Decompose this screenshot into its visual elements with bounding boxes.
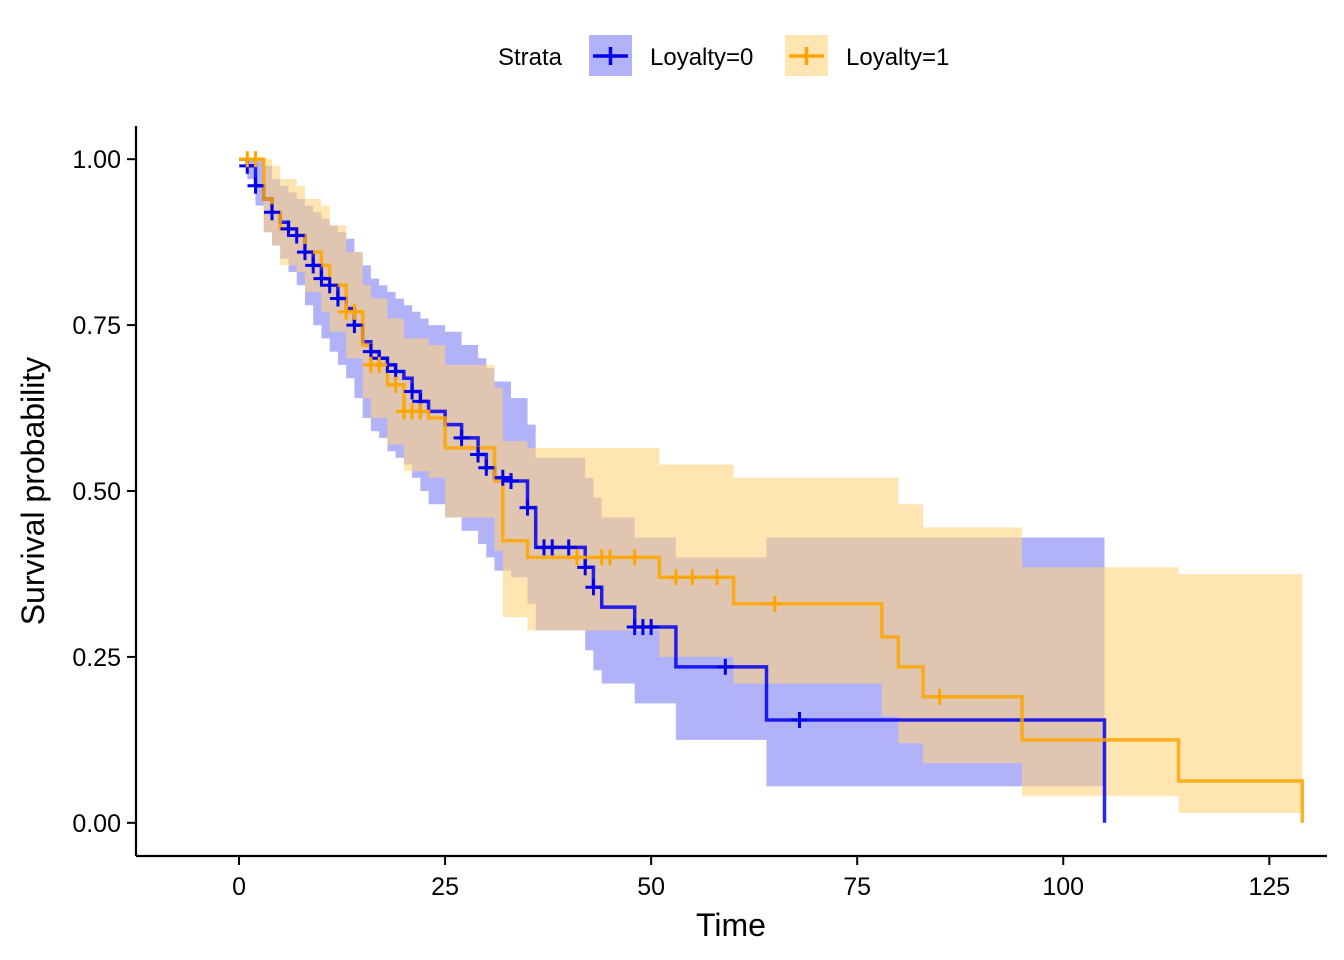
confidence-band-loyalty-1 xyxy=(239,159,1303,813)
y-axis-ticks: 0.00 0.25 0.50 0.75 1.00 xyxy=(72,146,136,838)
x-axis-ticks: 0 25 50 75 100 125 xyxy=(232,856,1290,901)
x-axis-title: Time xyxy=(696,907,766,943)
censor-mark-loyalty-1 xyxy=(247,151,264,168)
y-tick-label: 0.75 xyxy=(72,312,121,340)
censor-mark-loyalty-1 xyxy=(568,549,585,566)
censor-mark-loyalty-1 xyxy=(684,569,701,586)
censor-mark-loyalty-0 xyxy=(519,499,536,516)
y-axis-title: Survival probability xyxy=(15,357,51,626)
censor-mark-loyalty-0 xyxy=(560,539,577,556)
censor-mark-loyalty-0 xyxy=(478,459,495,476)
y-tick-label: 1.00 xyxy=(72,146,121,174)
censor-mark-loyalty-0 xyxy=(494,469,511,486)
x-tick-label: 50 xyxy=(637,873,665,901)
y-tick-label: 0.50 xyxy=(72,478,121,506)
censor-mark-loyalty-0 xyxy=(329,290,346,307)
legend-label-loyalty-1: Loyalty=1 xyxy=(846,44,949,71)
censor-mark-loyalty-0 xyxy=(453,429,470,446)
x-tick-label: 100 xyxy=(1042,873,1084,901)
censor-mark-loyalty-0 xyxy=(470,446,487,463)
censor-marks xyxy=(239,151,948,728)
censor-mark-loyalty-0 xyxy=(577,559,594,576)
censor-mark-loyalty-0 xyxy=(404,383,421,400)
x-tick-label: 125 xyxy=(1248,873,1290,901)
censor-mark-loyalty-0 xyxy=(280,220,297,237)
censor-mark-loyalty-0 xyxy=(247,177,264,194)
x-tick-label: 0 xyxy=(232,873,246,901)
x-tick-label: 25 xyxy=(431,873,459,901)
legend-title: Strata xyxy=(498,44,563,71)
censor-mark-loyalty-0 xyxy=(717,658,734,675)
censor-mark-loyalty-1 xyxy=(626,549,643,566)
censor-mark-loyalty-0 xyxy=(503,473,520,490)
censor-mark-loyalty-1 xyxy=(371,356,388,373)
censor-mark-loyalty-1 xyxy=(709,569,726,586)
legend-label-loyalty-0: Loyalty=0 xyxy=(650,44,753,71)
confidence-bands xyxy=(239,159,1303,823)
censor-mark-loyalty-0 xyxy=(263,204,280,221)
censor-mark-loyalty-1 xyxy=(601,549,618,566)
y-tick-label: 0.25 xyxy=(72,644,121,672)
censor-mark-loyalty-0 xyxy=(305,257,322,274)
censor-mark-loyalty-0 xyxy=(321,277,338,294)
censor-mark-loyalty-1 xyxy=(667,569,684,586)
censor-mark-loyalty-0 xyxy=(296,244,313,261)
censor-mark-loyalty-1 xyxy=(766,595,783,612)
legend: Strata Loyalty=0 Loyalty=1 xyxy=(498,35,949,76)
censor-mark-loyalty-1 xyxy=(931,688,948,705)
censor-mark-loyalty-0 xyxy=(544,539,561,556)
axes: 0 25 50 75 100 125 0.000.250.500.751.00 Time … xyxy=(15,126,1327,943)
censor-mark-loyalty-0 xyxy=(313,270,330,287)
y-tick-label: 0.00 xyxy=(72,810,121,838)
censor-mark-loyalty-1 xyxy=(387,376,404,393)
x-tick-label: 75 xyxy=(843,873,871,901)
censor-mark-loyalty-0 xyxy=(791,711,808,728)
censor-mark-loyalty-1 xyxy=(346,303,363,320)
censor-mark-loyalty-1 xyxy=(412,403,429,420)
censor-mark-loyalty-0 xyxy=(643,619,660,636)
censor-mark-loyalty-0 xyxy=(585,579,602,596)
censor-mark-loyalty-0 xyxy=(288,227,305,244)
